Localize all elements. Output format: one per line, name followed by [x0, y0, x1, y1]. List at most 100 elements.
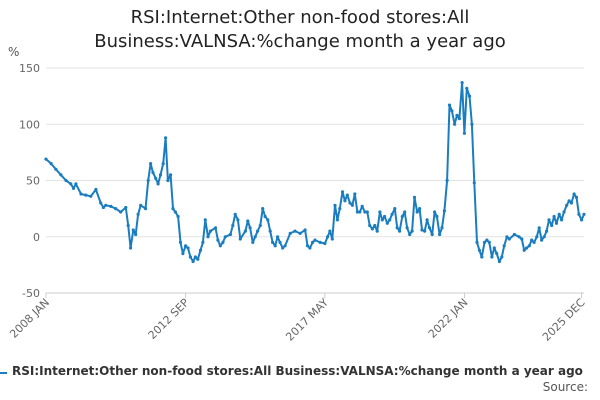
data-point[interactable] [184, 244, 188, 248]
data-point[interactable] [261, 207, 265, 211]
data-point[interactable] [453, 122, 457, 126]
data-point[interactable] [470, 122, 474, 126]
data-point[interactable] [557, 212, 561, 216]
data-point[interactable] [74, 182, 78, 186]
data-point[interactable] [418, 207, 422, 211]
data-point[interactable] [191, 259, 195, 264]
data-point[interactable] [353, 192, 357, 196]
data-point[interactable] [216, 238, 220, 242]
legend[interactable]: RSI:Internet:Other non-food stores:All B… [0, 362, 600, 382]
data-point[interactable] [415, 210, 419, 214]
data-point[interactable] [373, 223, 377, 228]
data-point[interactable] [427, 226, 432, 230]
data-point[interactable] [385, 221, 389, 225]
data-point[interactable] [305, 244, 310, 248]
data-point[interactable] [403, 210, 407, 214]
data-point[interactable] [370, 227, 374, 231]
data-point[interactable] [360, 204, 364, 208]
data-point[interactable] [171, 207, 175, 211]
data-point[interactable] [438, 232, 442, 237]
data-point[interactable] [238, 237, 242, 241]
data-point[interactable] [368, 223, 372, 228]
data-point[interactable] [487, 240, 491, 244]
data-point[interactable] [178, 240, 183, 244]
data-point[interactable] [109, 204, 113, 208]
data-point[interactable] [537, 226, 541, 230]
data-point[interactable] [410, 229, 414, 233]
data-point[interactable] [465, 86, 469, 90]
data-point[interactable] [388, 218, 392, 222]
data-point[interactable] [345, 193, 349, 197]
data-point[interactable] [151, 171, 155, 175]
data-point[interactable] [340, 190, 345, 194]
data-point[interactable] [343, 199, 347, 203]
data-point[interactable] [512, 232, 517, 237]
data-point[interactable] [161, 162, 165, 166]
data-point[interactable] [482, 240, 487, 244]
data-point[interactable] [193, 255, 197, 259]
data-point[interactable] [398, 229, 402, 233]
data-point[interactable] [243, 229, 247, 233]
data-point[interactable] [59, 173, 63, 177]
data-point[interactable] [258, 223, 262, 228]
data-point[interactable] [233, 212, 237, 216]
data-point[interactable] [560, 218, 564, 222]
data-point[interactable] [251, 240, 255, 244]
data-point[interactable] [146, 178, 150, 183]
data-point[interactable] [445, 178, 449, 183]
data-point[interactable] [442, 209, 446, 213]
data-point[interactable] [164, 136, 168, 140]
data-point[interactable] [136, 212, 140, 216]
data-point[interactable] [430, 232, 434, 237]
data-point[interactable] [547, 218, 551, 222]
data-point[interactable] [99, 201, 103, 205]
data-point[interactable] [355, 210, 359, 214]
data-point[interactable] [423, 229, 427, 233]
data-point[interactable] [525, 246, 529, 250]
data-point[interactable] [143, 207, 148, 211]
data-point[interactable] [485, 238, 489, 242]
data-point[interactable] [425, 218, 429, 222]
data-point[interactable] [248, 226, 252, 230]
data-point[interactable] [288, 231, 292, 235]
data-point[interactable] [188, 255, 192, 259]
data-point[interactable] [520, 237, 524, 241]
data-point[interactable] [206, 235, 210, 239]
data-point[interactable] [333, 203, 337, 207]
data-point[interactable] [313, 238, 317, 242]
data-point[interactable] [380, 218, 384, 222]
data-point[interactable] [64, 178, 68, 183]
data-point[interactable] [383, 214, 387, 219]
data-point[interactable] [298, 231, 302, 235]
data-point[interactable] [124, 205, 128, 210]
data-point[interactable] [201, 240, 205, 244]
data-point[interactable] [450, 109, 454, 113]
data-point[interactable] [395, 226, 399, 230]
data-point[interactable] [393, 207, 397, 211]
data-point[interactable] [231, 223, 235, 228]
data-point[interactable] [129, 246, 133, 250]
data-point[interactable] [447, 103, 452, 107]
data-point[interactable] [328, 229, 332, 233]
data-point[interactable] [198, 248, 203, 252]
data-point[interactable] [71, 186, 76, 190]
data-point[interactable] [405, 226, 409, 230]
data-point[interactable] [169, 173, 173, 177]
data-point[interactable] [221, 240, 225, 244]
data-point[interactable] [283, 244, 287, 248]
data-point[interactable] [335, 218, 339, 222]
data-point[interactable] [440, 226, 444, 230]
data-point[interactable] [475, 240, 479, 244]
data-point[interactable] [101, 205, 105, 210]
data-point[interactable] [293, 229, 297, 233]
data-point[interactable] [158, 173, 163, 177]
data-point[interactable] [477, 248, 481, 252]
data-point[interactable] [390, 212, 394, 216]
data-point[interactable] [500, 255, 504, 259]
data-point[interactable] [505, 235, 509, 239]
data-point[interactable] [196, 257, 200, 261]
data-point[interactable] [89, 194, 93, 198]
data-point[interactable] [156, 182, 160, 186]
data-point[interactable] [139, 203, 143, 207]
data-point[interactable] [582, 212, 586, 216]
